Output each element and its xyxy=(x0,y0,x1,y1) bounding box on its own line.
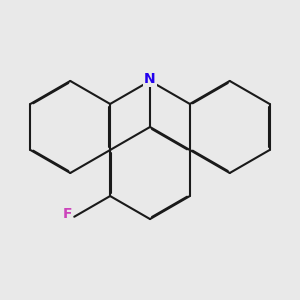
Text: N: N xyxy=(144,72,156,86)
Text: F: F xyxy=(63,207,72,221)
